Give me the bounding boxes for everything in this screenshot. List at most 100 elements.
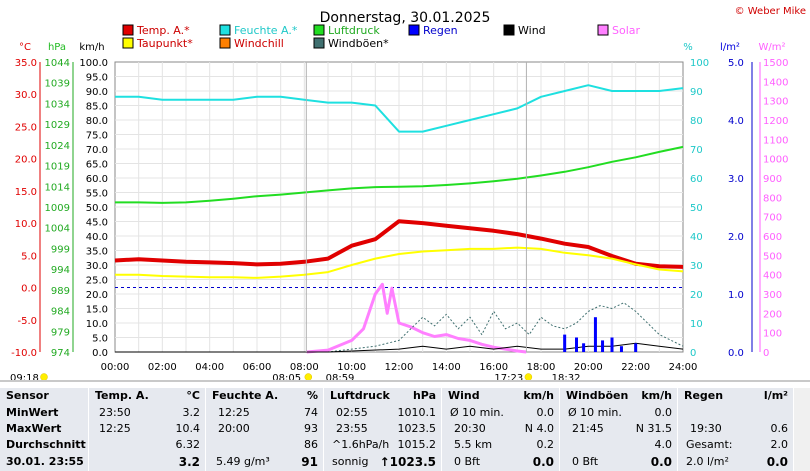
- hum-max-value: 93: [304, 422, 318, 435]
- sunrise-icon: [304, 373, 313, 380]
- temp-current-value: 3.2: [178, 455, 200, 469]
- tick-label-time: 00:00: [101, 362, 130, 373]
- chart-title: Donnerstag, 30.01.2025: [320, 10, 491, 26]
- tick-label-time: 16:00: [479, 362, 508, 373]
- wind-daily-avg-value: 0.2: [536, 438, 555, 451]
- unit-pressure: hPa: [412, 389, 436, 402]
- rain-bar: [563, 334, 567, 352]
- tick-label-wind: 40.0: [86, 232, 108, 243]
- tick-label-time: 10:00: [337, 362, 366, 373]
- chart-series: [114, 84, 684, 354]
- hum-current-value: 91: [301, 455, 318, 469]
- tick-label-wind: 25.0: [86, 276, 108, 287]
- tick-label-rain: 4.0: [728, 116, 744, 127]
- legend-label: Temp. A.*: [136, 24, 190, 37]
- unit-wind: km/h: [523, 389, 554, 402]
- legend-swatch: [503, 24, 515, 36]
- tick-label-solar: 100: [763, 329, 782, 340]
- tick-label-pressure: 984: [51, 307, 70, 318]
- tick-label-rain: 1.0: [728, 290, 744, 301]
- temp-min-time: 23:50: [99, 406, 131, 419]
- sun-icon: [40, 373, 48, 380]
- hum-min-value: 74: [304, 406, 318, 419]
- tick-label-temp: 20.0: [15, 155, 37, 166]
- legend-swatch: [122, 24, 134, 36]
- tick-label-wind: 95.0: [86, 73, 108, 84]
- pres-avg-value: 1015.2: [397, 438, 437, 451]
- tick-label-solar: 1100: [763, 135, 788, 146]
- tick-label-temp: 10.0: [15, 219, 37, 230]
- tick-label-humidity: 100: [690, 58, 709, 69]
- rain-bar: [634, 343, 638, 352]
- hum-min-time: 12:25: [218, 406, 250, 419]
- series-feuchte-a-line: [115, 84, 684, 133]
- pres-min-time: 02:55: [336, 406, 368, 419]
- pres-current-value: ↑1023.5: [379, 455, 436, 469]
- tick-label-time: 04:00: [195, 362, 224, 373]
- time-marker-label: 09:18: [10, 373, 39, 380]
- tick-label-solar: 900: [763, 174, 782, 185]
- tick-label-wind: 10.0: [86, 319, 108, 330]
- tick-label-solar: 400: [763, 271, 782, 282]
- tick-label-time: 02:00: [148, 362, 177, 373]
- gust-current-value: 0.0: [650, 455, 672, 469]
- tick-label-solar: 600: [763, 232, 782, 243]
- tick-label-wind: 65.0: [86, 160, 108, 171]
- tick-label-wind: 75.0: [86, 131, 108, 142]
- row-label-max: MaxWert: [6, 422, 62, 435]
- tick-label-rain: 5.0: [728, 58, 744, 69]
- tick-label-temp: 0.0: [21, 284, 37, 295]
- tick-label-wind: 80.0: [86, 116, 108, 127]
- tick-label-wind: 20.0: [86, 290, 108, 301]
- tick-label-pressure: 994: [51, 265, 70, 276]
- legend-swatch: [597, 24, 609, 36]
- tick-label-wind: 60.0: [86, 174, 108, 185]
- legend-label: Solar: [612, 24, 641, 37]
- col-wind: Wind km/h Ø 10 min. 0.0 20:30 N 4.0 5.5 km 0…: [441, 388, 560, 471]
- legend-swatch: [408, 24, 420, 36]
- rain-bar: [601, 340, 605, 352]
- tick-label-pressure: 1014: [45, 182, 70, 193]
- temp-avg-value: 6.32: [175, 438, 201, 451]
- rain-max-time: 19:30: [690, 422, 722, 435]
- sunrise-label: 08:05: [272, 373, 301, 380]
- tick-label-solar: 1200: [763, 116, 788, 127]
- gust-avg-label: Ø 10 min.: [568, 406, 622, 419]
- series-luftdruck-line: [115, 145, 684, 204]
- header-rain: Regen: [684, 389, 724, 402]
- gust-avg10-value: 0.0: [654, 406, 673, 419]
- tick-label-wind: 55.0: [86, 189, 108, 200]
- tick-label-time: 08:00: [290, 362, 319, 373]
- row-label-current: 30.01. 23:55: [6, 455, 84, 468]
- wind-max-value: N 4.0: [524, 422, 554, 435]
- legend-label: Windböen*: [328, 37, 389, 50]
- hum-absolute-label: 5.49 g/m³: [216, 455, 270, 468]
- tick-label-wind: 35.0: [86, 247, 108, 258]
- sun-events: 09:18 08:05 08:59 17:23 18:32: [10, 62, 580, 380]
- pres-max-time: 23:55: [336, 422, 368, 435]
- tick-label-solar: 1000: [763, 155, 788, 166]
- series-taupunkt-line: [115, 246, 684, 279]
- legend-swatch: [313, 24, 325, 36]
- legend-label: Wind: [518, 24, 546, 37]
- chart-grid: [115, 62, 683, 352]
- tick-label-wind: 0.0: [92, 348, 108, 359]
- copyright-label[interactable]: © Weber Mike: [735, 6, 806, 17]
- unit-temp: °C: [186, 389, 200, 402]
- tick-label-solar: 1300: [763, 97, 788, 108]
- rain-total-label: Gesamt:: [686, 438, 733, 451]
- tick-label-solar: 1400: [763, 77, 788, 88]
- series-solar-line: [306, 282, 527, 354]
- rain-today-label: 2.0 l/m²: [686, 455, 729, 468]
- tick-label-solar: 700: [763, 213, 782, 224]
- unit-humidity: %: [306, 389, 318, 402]
- tick-label-pressure: 974: [51, 348, 70, 359]
- legend-swatch: [219, 37, 231, 49]
- tick-label-solar: 300: [763, 290, 782, 301]
- tick-label-wind: 50.0: [86, 203, 108, 214]
- unit-wm2: W/m²: [758, 42, 785, 53]
- hum-avg-value: 86: [304, 438, 318, 451]
- tick-label-time: 18:00: [527, 362, 556, 373]
- series-windb-en-line: [115, 302, 684, 353]
- legend-label: Luftdruck: [328, 24, 380, 37]
